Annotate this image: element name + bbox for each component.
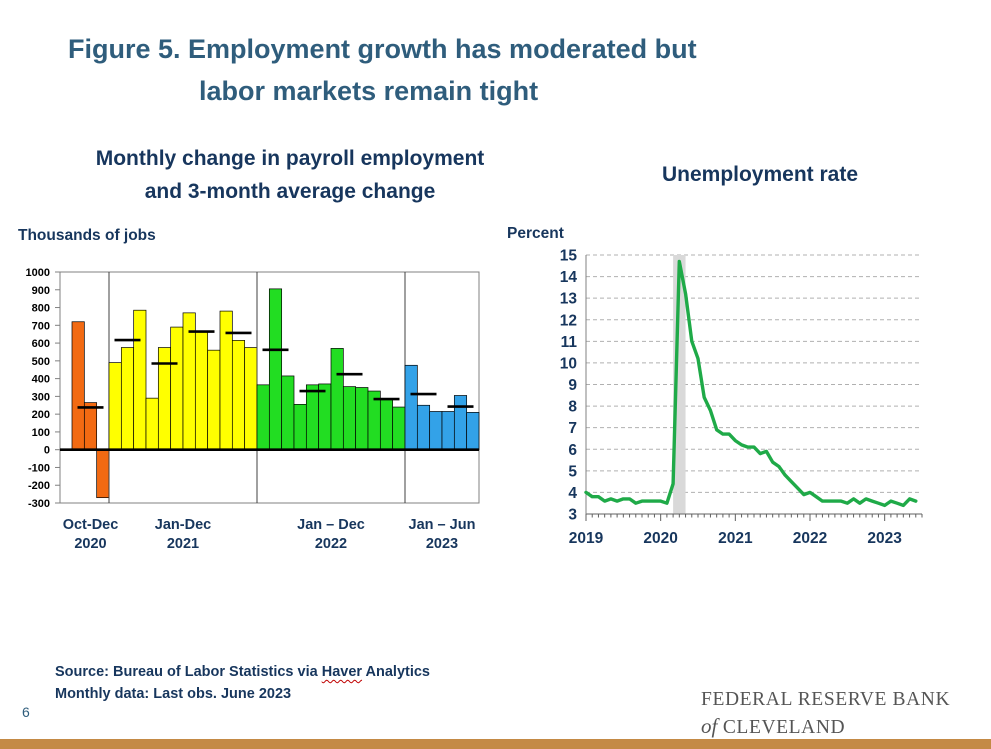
y-tick-label: 500 — [32, 356, 50, 368]
y-tick-label: 300 — [32, 391, 50, 403]
figure-title-line1: Figure 5. Employment growth has moderate… — [68, 34, 697, 64]
brand-line2: CLEVELAND — [722, 717, 846, 738]
x-group-label: 2023 — [426, 536, 458, 552]
x-tick-label: 2022 — [793, 530, 827, 547]
x-group-label: Oct-Dec — [63, 517, 119, 533]
y-tick-label: -200 — [28, 480, 50, 492]
y-tick-label: 8 — [568, 399, 577, 416]
monthly-data-note: Monthly data: Last obs. June 2023 — [55, 686, 292, 702]
source-prefix: Source: Bureau of Labor Statistics via — [55, 664, 322, 680]
y-tick-label: 0 — [44, 445, 50, 457]
y-tick-label: 600 — [32, 338, 50, 350]
x-group-label: Jan – Jun — [409, 517, 476, 533]
x-group-label: 2021 — [167, 536, 199, 552]
y-tick-label: 13 — [560, 291, 578, 308]
y-tick-label: -300 — [28, 498, 50, 510]
y-tick-label: 10 — [560, 355, 577, 372]
figure-title-line2: labor markets remain tight — [199, 76, 539, 106]
x-tick-label: 2023 — [867, 530, 902, 547]
payroll-bar-chart: -300 -200 -100 0 100 200 300 400 500 600 700 800 900… — [26, 267, 480, 552]
y-tick-label: 9 — [568, 377, 577, 394]
payroll-subtitle-line1: Monthly change in payroll employment — [95, 147, 485, 170]
brand-bottom-bar — [0, 739, 991, 749]
y-tick-label: 5 — [568, 463, 577, 480]
plot-frame — [59, 271, 480, 504]
y-tick-label: 14 — [560, 269, 578, 286]
x-tick-label: 2021 — [718, 530, 753, 547]
brand-line1: FEDERAL RESERVE BANK — [701, 689, 951, 710]
source-note: Source: Bureau of Labor Statistics via H… — [55, 661, 430, 705]
y-tick-label: 3 — [568, 507, 577, 524]
x-tick-label: 2019 — [569, 530, 604, 547]
unemployment-chart-subtitle: Unemployment rate — [661, 163, 859, 186]
payroll-unit-label: Thousands of jobs — [18, 227, 156, 244]
payroll-subtitle-line2: and 3-month average change — [144, 180, 436, 203]
unemployment-unit-label: Percent — [507, 225, 564, 242]
source-line: Source: Bureau of Labor Statistics via H… — [55, 661, 430, 683]
y-tick-label: 1000 — [26, 267, 50, 279]
figure-title: Figure 5. Employment growth has moderate… — [68, 28, 828, 112]
x-group-label: 2020 — [74, 536, 106, 552]
source-haver: Haver — [321, 664, 363, 680]
page-number: 6 — [22, 704, 30, 720]
y-tick-label: 4 — [568, 485, 577, 502]
y-tick-label: 200 — [32, 409, 50, 421]
x-tick-label: 2020 — [643, 530, 677, 547]
x-group-label: 2022 — [315, 536, 347, 552]
y-tick-label: 11 — [561, 334, 578, 351]
y-tick-label: 12 — [560, 312, 577, 329]
y-tick-label: 400 — [32, 374, 50, 386]
y-tick-label: 800 — [32, 303, 50, 315]
y-tick-label: 15 — [560, 248, 578, 265]
y-tick-label: 7 — [568, 420, 577, 437]
y-tick-label: 6 — [568, 442, 577, 459]
y-tick-label: 700 — [32, 320, 50, 332]
x-group-label: Jan – Dec — [297, 517, 365, 533]
y-tick-label: 900 — [32, 285, 50, 297]
unemployment-rate-line — [584, 259, 918, 508]
source-suffix: Analytics — [362, 664, 430, 680]
y-tick-label: -100 — [28, 462, 50, 474]
brand-line2-wrap: of CLEVELAND — [701, 713, 950, 741]
unemployment-line-chart: 3 4 5 6 7 8 9 10 11 12 13 14 15 2019 2020 2021 2022 2023 — [560, 248, 923, 547]
brand-logo: FEDERAL RESERVE BANK of CLEVELAND — [701, 687, 950, 741]
y-tick-label: 100 — [32, 427, 50, 439]
brand-of: of — [701, 714, 718, 738]
payroll-chart-subtitle: Monthly change in payroll employment and… — [55, 142, 525, 208]
x-group-label: Jan-Dec — [155, 517, 211, 533]
